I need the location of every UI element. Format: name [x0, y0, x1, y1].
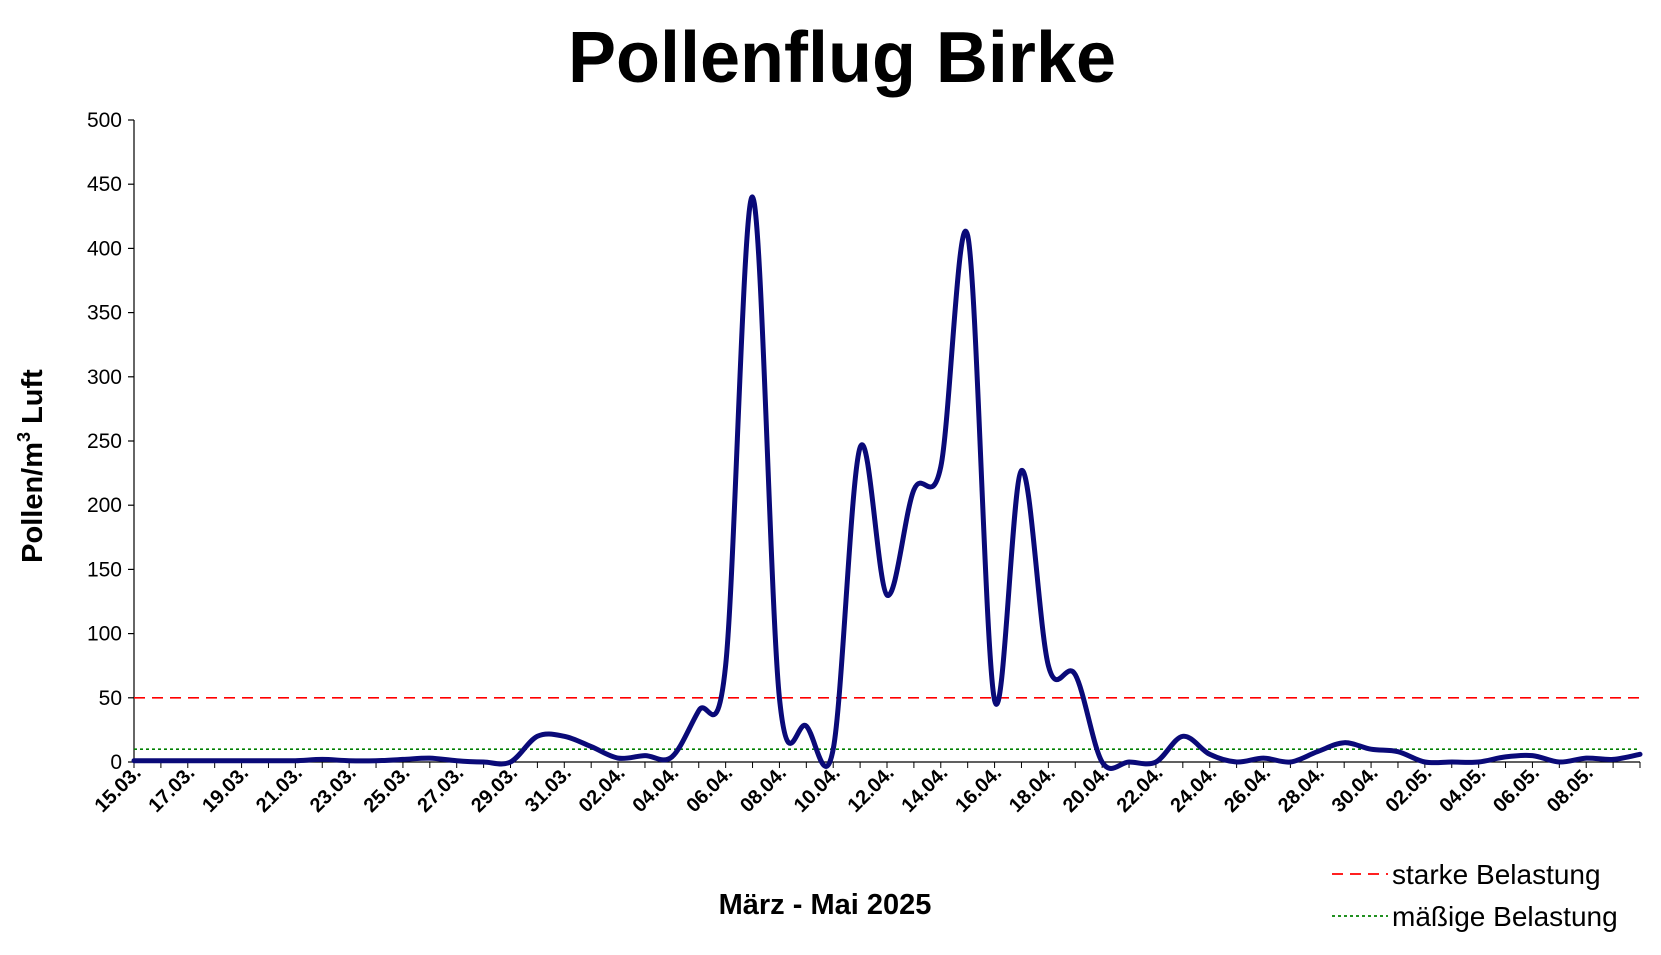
x-tick-label: 08.05. [1543, 762, 1598, 817]
x-tick-label: 27.03. [413, 762, 468, 817]
x-tick-label: 22.04. [1113, 762, 1168, 817]
legend: starke Belastung mäßige Belastung [1332, 859, 1618, 932]
x-tick-label: 26.04. [1220, 762, 1275, 817]
y-tick-label: 250 [87, 430, 122, 453]
y-tick-label: 200 [87, 494, 122, 517]
x-tick-label: 04.04. [629, 762, 684, 817]
x-tick-label: 10.04. [790, 762, 845, 817]
y-axis-label-sup: 3 [14, 432, 34, 442]
x-axis-label: März - Mai 2025 [719, 889, 932, 921]
x-tick-label: 06.04. [682, 762, 737, 817]
x-tick-label: 25.03. [360, 762, 415, 817]
x-tick-label: 18.04. [1005, 762, 1060, 817]
x-tick-label: 24.04. [1166, 762, 1221, 817]
x-tick-label: 04.05. [1435, 762, 1490, 817]
x-tick-label: 23.03. [306, 762, 361, 817]
y-tick-label: 150 [87, 558, 122, 581]
y-tick-label: 50 [99, 687, 122, 710]
series-line [131, 194, 1643, 771]
y-axis-label: Pollen/m3 Luft [14, 369, 49, 563]
y-axis-label-main: Pollen/m [17, 442, 49, 563]
y-tick-label: 400 [87, 237, 122, 260]
x-tick-label: 31.03. [521, 762, 576, 817]
x-tick-label: 06.05. [1489, 762, 1544, 817]
y-tick-label: 450 [87, 173, 122, 196]
x-tick-label: 28.04. [1274, 762, 1329, 817]
x-tick-label: 30.04. [1328, 762, 1383, 817]
chart-title: Pollenflug Birke [568, 18, 1116, 98]
x-tick-label: 12.04. [844, 762, 899, 817]
x-tick-label: 20.04. [1059, 762, 1114, 817]
x-tick-label: 21.03. [252, 762, 307, 817]
x-tick-label: 16.04. [951, 762, 1006, 817]
x-tick-label: 17.03. [144, 762, 199, 817]
x-tick-label: 02.04. [575, 762, 630, 817]
y-tick-label: 100 [87, 623, 122, 646]
x-tick-label: 08.04. [736, 762, 791, 817]
legend-label: mäßige Belastung [1392, 901, 1618, 932]
plot-area: 05010015020025030035040045050015.03.17.0… [87, 109, 1643, 817]
y-tick-label: 300 [87, 366, 122, 389]
x-tick-label: 19.03. [198, 762, 253, 817]
y-tick-label: 0 [110, 751, 122, 774]
legend-label: starke Belastung [1392, 859, 1601, 890]
y-axis-label-tail: Luft [17, 369, 49, 432]
x-tick-label: 29.03. [467, 762, 522, 817]
y-tick-label: 350 [87, 302, 122, 325]
x-tick-label: 02.05. [1382, 762, 1437, 817]
x-tick-label: 14.04. [897, 762, 952, 817]
y-tick-label: 500 [87, 109, 122, 132]
